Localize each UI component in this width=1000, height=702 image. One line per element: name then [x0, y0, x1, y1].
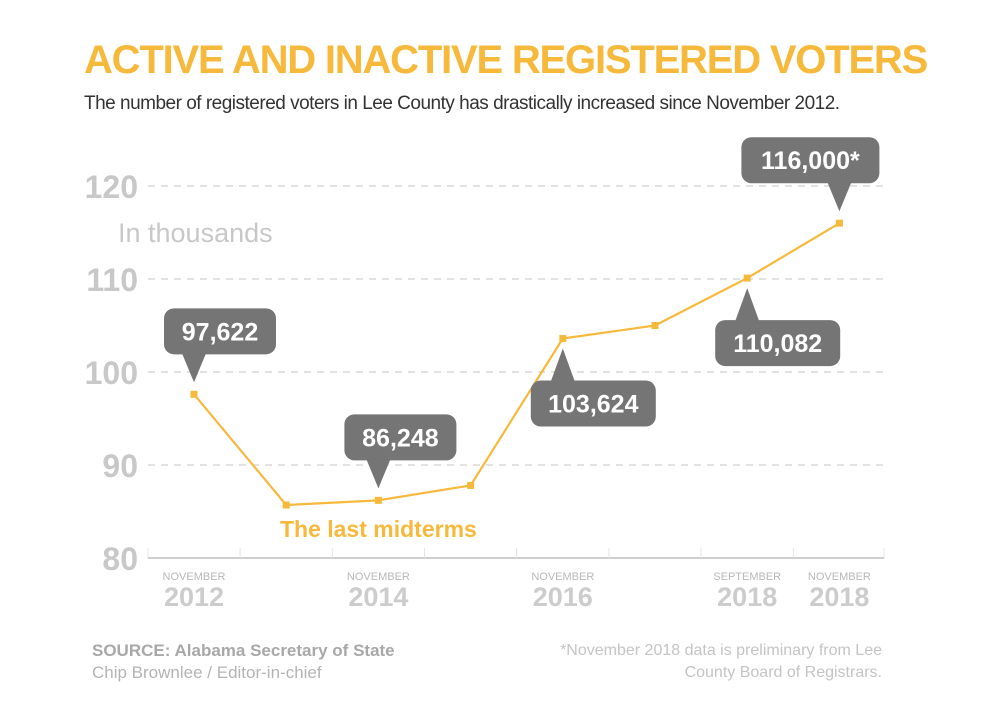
callout-label: 97,622 — [182, 318, 258, 346]
callout-label: 110,082 — [733, 330, 822, 358]
x-tick-month-label: NOVEMBER — [808, 571, 871, 583]
data-point-marker — [190, 390, 198, 398]
x-tick-month-label: NOVEMBER — [531, 571, 594, 583]
callout-pointer — [182, 353, 206, 383]
credit-text: Chip Brownlee / Editor-in-chief — [92, 663, 322, 682]
footnote-line-2: County Board of Registrars. — [684, 664, 882, 681]
source-text: SOURCE: Alabama Secretary of State — [92, 641, 395, 660]
y-tick-label-120: 120 — [85, 169, 138, 205]
callout-label: 116,000* — [761, 147, 860, 175]
callout-pointer — [735, 288, 760, 322]
x-tick-month-label: SEPTEMBER — [713, 571, 781, 583]
data-point-marker — [835, 219, 843, 227]
x-tick-month-label: NOVEMBER — [347, 571, 410, 583]
callout-box — [741, 137, 880, 184]
x-tick-year-label: 2018 — [809, 582, 869, 612]
data-point-marker — [651, 322, 659, 329]
footnote-block: *November 2018 data is preliminary from … — [502, 640, 882, 684]
x-tick-year-label: 2014 — [348, 582, 408, 612]
data-point-marker — [559, 335, 567, 343]
data-point-marker — [743, 274, 751, 282]
y-tick-label-90: 90 — [102, 448, 138, 484]
callout-box — [715, 320, 841, 367]
data-point-marker — [282, 501, 290, 509]
series-line — [193, 222, 840, 507]
callout-pointer — [550, 348, 575, 382]
footer-source-block: SOURCE: Alabama Secretary of State Chip … — [92, 640, 395, 684]
callout-box — [164, 308, 276, 355]
x-tick-year-label: 2012 — [164, 582, 224, 612]
callout-box — [344, 414, 457, 461]
y-tick-label-80: 80 — [102, 541, 138, 577]
chart-subtitle: The number of registered voters in Lee C… — [84, 93, 840, 114]
callout-label: 86,248 — [362, 424, 439, 452]
annotation-last-midterms: The last midterms — [280, 516, 477, 542]
x-tick-year-label: 2018 — [717, 582, 777, 612]
x-tick-month-label: NOVEMBER — [163, 571, 226, 583]
callout-label: 103,624 — [548, 391, 638, 419]
chart-title: ACTIVE AND INACTIVE REGISTERED VOTERS — [84, 38, 928, 82]
callout-box — [530, 380, 656, 427]
data-point-marker — [467, 481, 475, 489]
x-tick-year-label: 2016 — [533, 582, 593, 612]
y-tick-label-100: 100 — [85, 355, 138, 391]
data-point-marker — [374, 496, 382, 504]
callout-pointer — [827, 182, 852, 212]
footnote-line-1: *November 2018 data is preliminary from … — [560, 642, 882, 659]
y-axis-unit-label: In thousands — [118, 218, 273, 248]
callout-pointer — [366, 459, 391, 489]
y-tick-label-110: 110 — [86, 262, 138, 298]
